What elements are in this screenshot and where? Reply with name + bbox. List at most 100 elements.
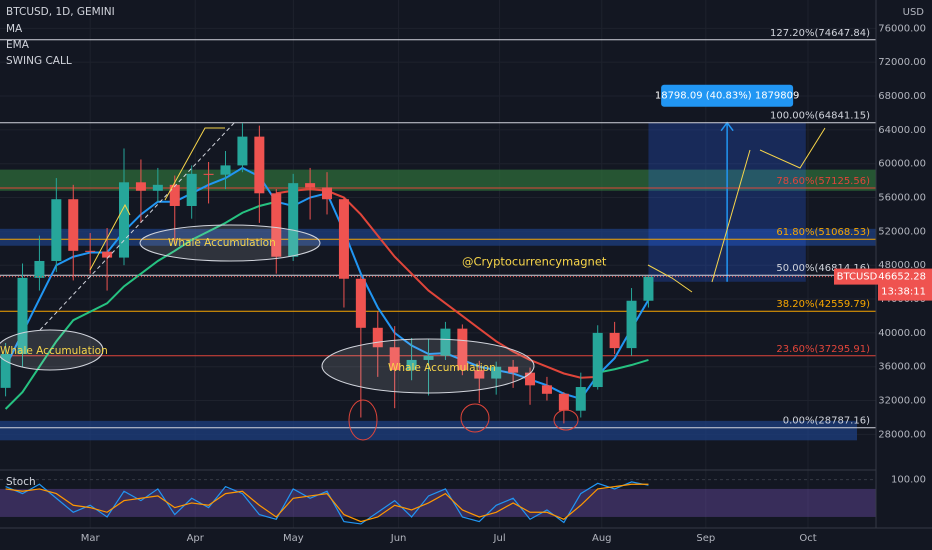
y-tick-label: 64000.00	[878, 125, 926, 136]
fib-label: 127.20%(74647.84)	[770, 28, 870, 39]
y-tick-label: 56000.00	[878, 193, 926, 204]
y-tick-label: 68000.00	[878, 91, 926, 102]
candle-body	[355, 278, 366, 328]
candle-body	[220, 165, 231, 175]
candle-body	[423, 355, 434, 360]
candle-body	[152, 184, 163, 191]
candle-body	[237, 136, 248, 166]
candle-body	[406, 359, 417, 371]
stoch-label: Stoch	[6, 476, 36, 488]
candle-body	[305, 183, 316, 188]
candle-body	[440, 328, 451, 356]
candle-body	[119, 182, 130, 258]
candle-body	[508, 366, 519, 373]
y-tick-label: 32000.00	[878, 396, 926, 407]
x-tick-label: Oct	[799, 533, 816, 544]
author: @Cryptocurrencymagnet	[462, 255, 607, 269]
candle-body	[457, 328, 468, 371]
candle-body	[491, 366, 502, 379]
x-tick-label: Sep	[696, 533, 715, 544]
x-tick-label: Apr	[187, 533, 205, 544]
x-tick-label: Jun	[390, 533, 407, 544]
ma-line	[4, 200, 277, 410]
projection-arrow	[759, 127, 826, 169]
fib-label: 78.60%(57125.56)	[776, 176, 870, 187]
indicator: EMA	[6, 39, 30, 51]
fib-label: 23.60%(37295.91)	[776, 344, 870, 355]
y-tick-label: 52000.00	[878, 226, 926, 237]
price-tag-bg	[834, 268, 880, 285]
candle-body	[203, 173, 214, 175]
candle-body	[271, 193, 282, 257]
candle-body	[474, 370, 485, 379]
candle-body	[372, 327, 383, 348]
candle-body	[541, 385, 552, 394]
y-tick-label: 28000.00	[878, 429, 926, 440]
candle-body	[322, 187, 333, 200]
candle-body	[609, 332, 620, 349]
stoch-band	[0, 488, 876, 517]
candle-body	[592, 332, 603, 388]
fib-label: 61.80%(51068.53)	[776, 227, 870, 238]
price-tag-value: 46652.28	[878, 272, 926, 283]
zone	[0, 228, 876, 246]
candle-body	[17, 277, 28, 355]
fib-label: 50.00%(46814.16)	[776, 263, 870, 274]
candle-body	[525, 372, 536, 386]
annotation: Whale Accumulation	[0, 345, 108, 357]
stoch-tick-label: 100.00	[891, 475, 926, 486]
projection-arrow	[89, 203, 131, 271]
ellipse	[139, 224, 321, 262]
candle-body	[558, 393, 569, 411]
ellipse	[348, 399, 378, 441]
projection-arrow	[164, 127, 225, 201]
candle-body	[68, 199, 79, 251]
measure-label: 18798.09 (40.83%) 1879809	[655, 91, 800, 102]
projection-arrow	[711, 149, 751, 283]
price-tag-name: BTCUSD	[837, 272, 878, 283]
price-tag-timer: 13:38:11	[881, 287, 926, 298]
y-tick-label: 48000.00	[878, 260, 926, 271]
symbol: BTCUSD, 1D, GEMINI	[6, 6, 115, 18]
candle-body	[643, 276, 654, 301]
ellipse	[321, 338, 535, 394]
zone	[0, 169, 876, 191]
indicator: SWING CALL	[6, 55, 72, 67]
stoch-line	[5, 483, 649, 523]
ellipse	[0, 329, 104, 371]
measure-label-bg	[661, 84, 794, 107]
price-tag-bg	[878, 268, 932, 301]
y-tick-label: 40000.00	[878, 328, 926, 339]
ellipse	[553, 409, 579, 431]
candle-body	[102, 251, 113, 258]
projection-arrow	[647, 264, 693, 293]
ellipse	[460, 403, 490, 433]
annotation: Whale Accumulation	[388, 362, 496, 374]
y-tick-label: 60000.00	[878, 159, 926, 170]
candle-body	[85, 250, 96, 252]
fib-label: 38.20%(42559.79)	[776, 299, 870, 310]
y-tick-label: 72000.00	[878, 57, 926, 68]
indicator: MA	[6, 23, 23, 35]
candle-body	[254, 136, 265, 194]
candle-body	[169, 184, 180, 206]
zone	[0, 420, 857, 441]
x-tick-label: Aug	[592, 533, 612, 544]
fib-label: 0.00%(28787.16)	[783, 416, 870, 427]
fib-label: 100.00%(64841.15)	[770, 111, 870, 122]
annotation: Whale Accumulation	[168, 237, 276, 249]
trend-line	[39, 121, 236, 331]
candle-body	[626, 300, 637, 349]
candle-body	[0, 354, 11, 388]
candle-body	[575, 387, 586, 411]
candle-body	[288, 183, 299, 257]
candle-body	[338, 199, 349, 279]
x-tick-label: Mar	[81, 533, 101, 544]
x-tick-label: Jul	[493, 533, 506, 544]
candle-body	[186, 173, 197, 206]
candle-body	[389, 347, 400, 371]
candle-body	[51, 199, 62, 261]
x-tick-label: May	[283, 533, 304, 544]
y-tick-label: 76000.00	[878, 23, 926, 34]
